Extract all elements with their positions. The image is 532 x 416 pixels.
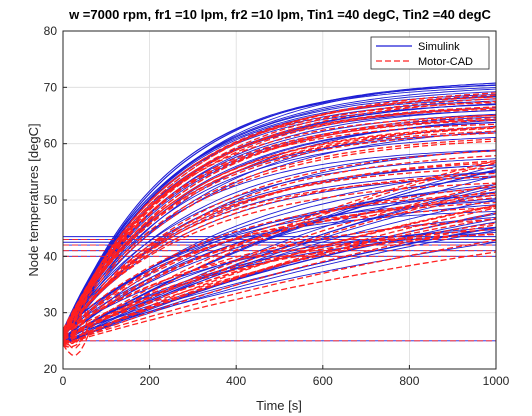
chart-title: w =7000 rpm, fr1 =10 lpm, fr2 =10 lpm, T… [68,7,491,22]
x-axis-label: Time [s] [256,398,302,413]
series-line-motorcad [62,96,497,336]
series-line-motorcad [62,204,497,347]
series-line-motorcad [62,228,497,336]
y-tick-label: 30 [44,306,58,320]
series-line-motorcad [62,176,497,338]
series-line-motorcad [62,114,497,336]
series-line-motorcad [62,212,497,343]
y-tick-label: 60 [44,137,58,151]
axis-ticks: 0 200 400 600 800 1000 20 30 40 50 60 70 80 [44,24,510,388]
y-tick-label: 50 [44,193,58,207]
y-tick-label: 20 [44,362,58,376]
series-line-motorcad [62,251,497,345]
series-line-motorcad [62,233,497,345]
series-line-motorcad [62,172,497,331]
series-line-motorcad [62,117,497,337]
series-line-motorcad [62,194,497,336]
series-line-simulink [62,82,497,336]
series-line-motorcad [62,159,497,340]
series-line-motorcad [62,197,497,334]
legend-box [370,36,490,70]
series-line-motorcad [62,154,497,337]
series-line-simulink [62,88,497,331]
x-tick-label: 0 [60,374,67,388]
series-line-motorcad [62,218,497,334]
y-tick-label: 40 [44,249,58,263]
y-axis-label: Node temperatures [degC] [26,123,41,276]
series-line-motorcad [62,107,497,336]
x-tick-label: 200 [140,374,160,388]
plot-lines [62,82,497,356]
series-line-motorcad [62,162,497,348]
series-line-simulink [62,165,497,341]
series-line-simulink [62,191,497,345]
series-line-motorcad [62,182,497,331]
series-line-motorcad [62,162,497,334]
series-line-motorcad [62,138,497,331]
series-line-simulink [62,82,497,335]
legend: Simulink Motor-CAD [370,36,490,70]
series-line-simulink [62,137,497,336]
y-tick-label: 70 [44,80,58,94]
series-line-motorcad [62,233,497,340]
series-line-motorcad [62,100,497,337]
series-line-simulink [62,186,497,341]
series-line-motorcad [62,106,497,338]
series-line-motorcad [62,188,497,349]
series-line-motorcad [62,160,497,335]
legend-label-motorcad: Motor-CAD [418,56,473,68]
series-line-motorcad [62,239,497,344]
x-tick-label: 1000 [483,374,510,388]
series-line-motorcad [62,217,497,345]
series-line-simulink [62,218,497,337]
series-line-motorcad [62,98,497,334]
series-line-motorcad [62,132,497,332]
series-line-motorcad [62,224,497,346]
series-line-motorcad [62,119,497,330]
series-line-motorcad [62,92,497,332]
y-tick-label: 80 [44,24,58,38]
series-line-motorcad [62,207,497,338]
series-line-motorcad [62,207,497,356]
x-tick-label: 400 [226,374,246,388]
series-line-motorcad [62,127,497,331]
x-tick-label: 600 [313,374,333,388]
series-line-motorcad [62,123,497,341]
x-tick-label: 800 [399,374,419,388]
series-line-motorcad [62,204,497,337]
series-line-motorcad [62,192,497,337]
series-line-simulink [62,169,497,339]
series-line-motorcad [62,140,497,334]
series-line-simulink [62,150,497,340]
legend-label-simulink: Simulink [418,41,460,53]
series-line-motorcad [62,185,497,333]
